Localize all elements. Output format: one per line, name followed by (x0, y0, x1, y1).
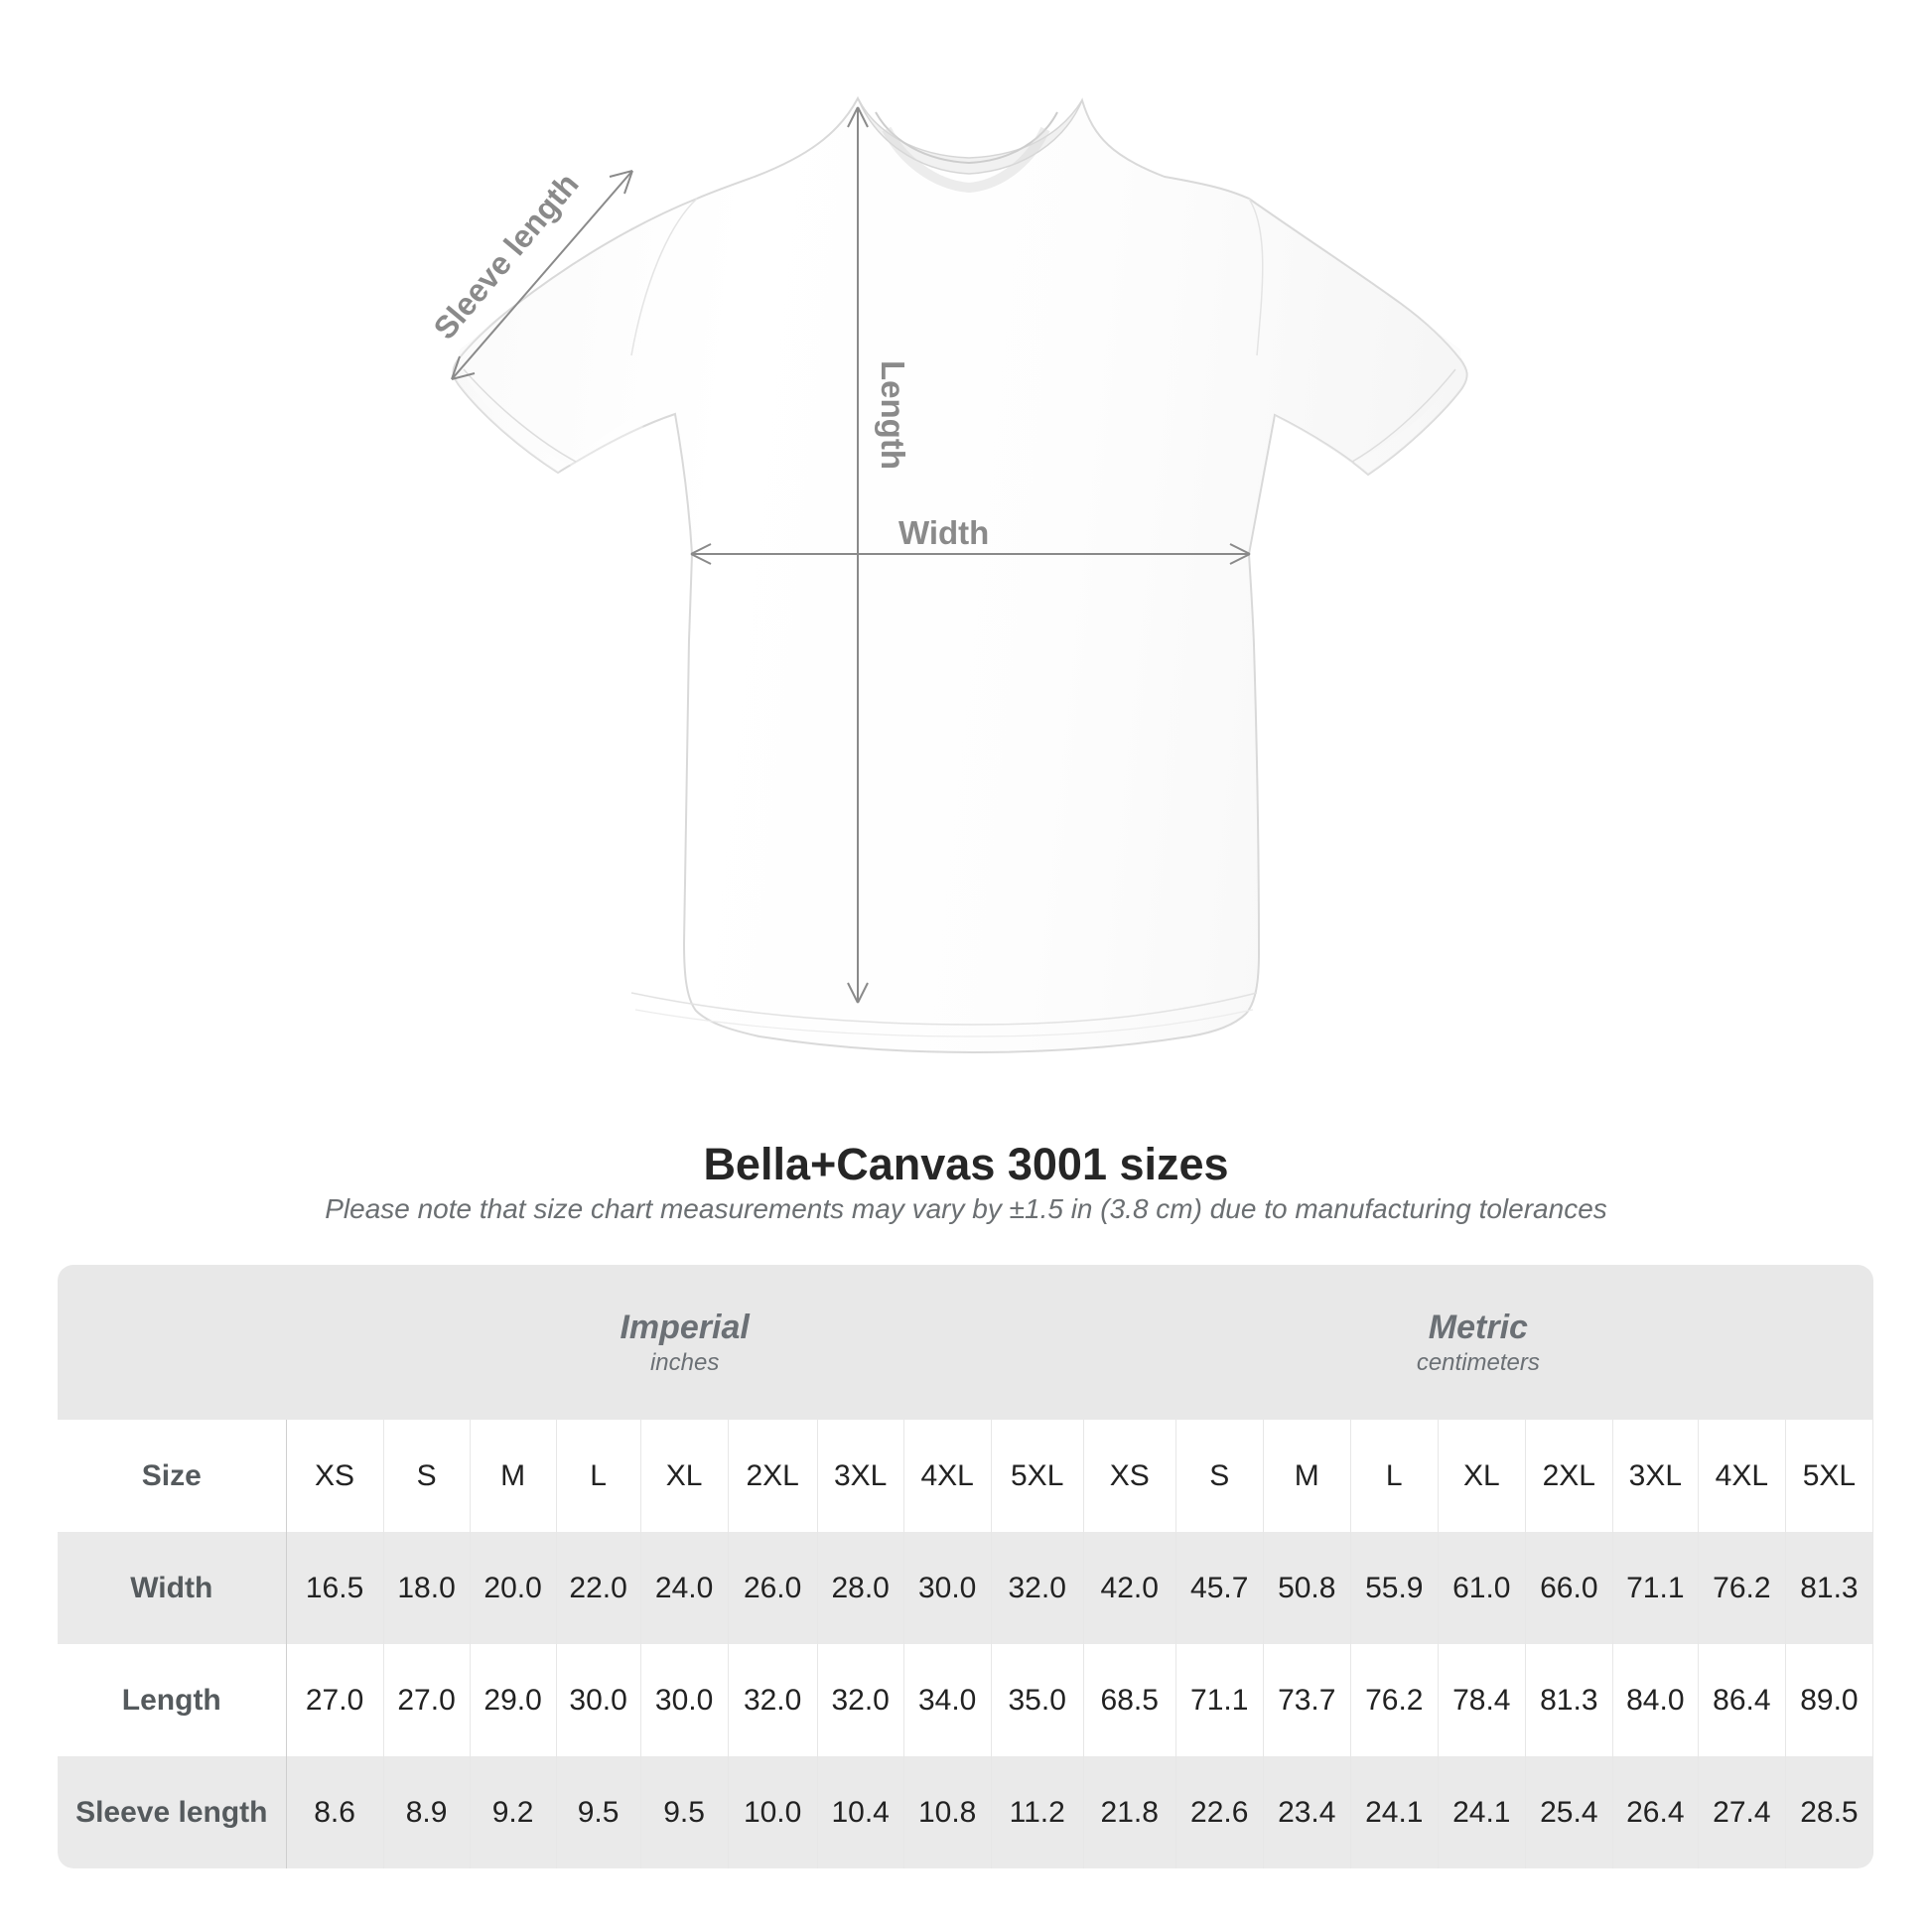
svg-text:Length: Length (875, 360, 911, 470)
svg-text:Width: Width (898, 514, 989, 551)
